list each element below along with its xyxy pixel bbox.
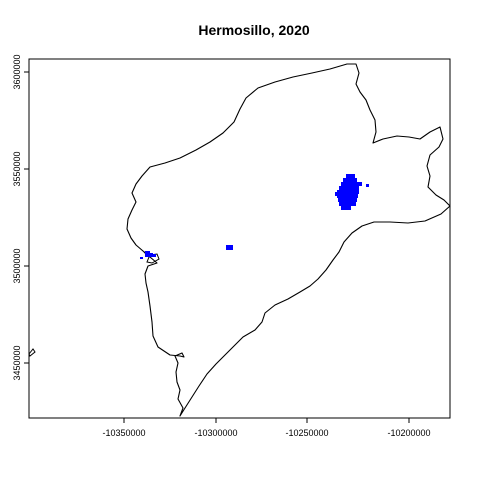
plot-frame [28, 58, 451, 419]
urban-area-airport [226, 245, 233, 250]
y-tick-label: 3450000 [12, 345, 22, 380]
coastal-islet [28, 348, 36, 357]
y-tick-label: 3500000 [12, 248, 22, 283]
x-tick-label: -10250000 [285, 428, 328, 438]
x-tick-label: -10200000 [387, 428, 430, 438]
municipality-boundary [126, 63, 451, 417]
x-axis [123, 418, 410, 423]
y-tick-label: 3600000 [12, 54, 22, 89]
x-tick-label: -10350000 [102, 428, 145, 438]
urban-area-city-center [140, 251, 156, 259]
y-axis [24, 71, 29, 364]
x-tick-label: -10300000 [194, 428, 237, 438]
map-title: Hermosillo, 2020 [198, 22, 309, 38]
urban-area-east-cluster [335, 174, 369, 210]
y-tick-label: 3550000 [12, 151, 22, 186]
